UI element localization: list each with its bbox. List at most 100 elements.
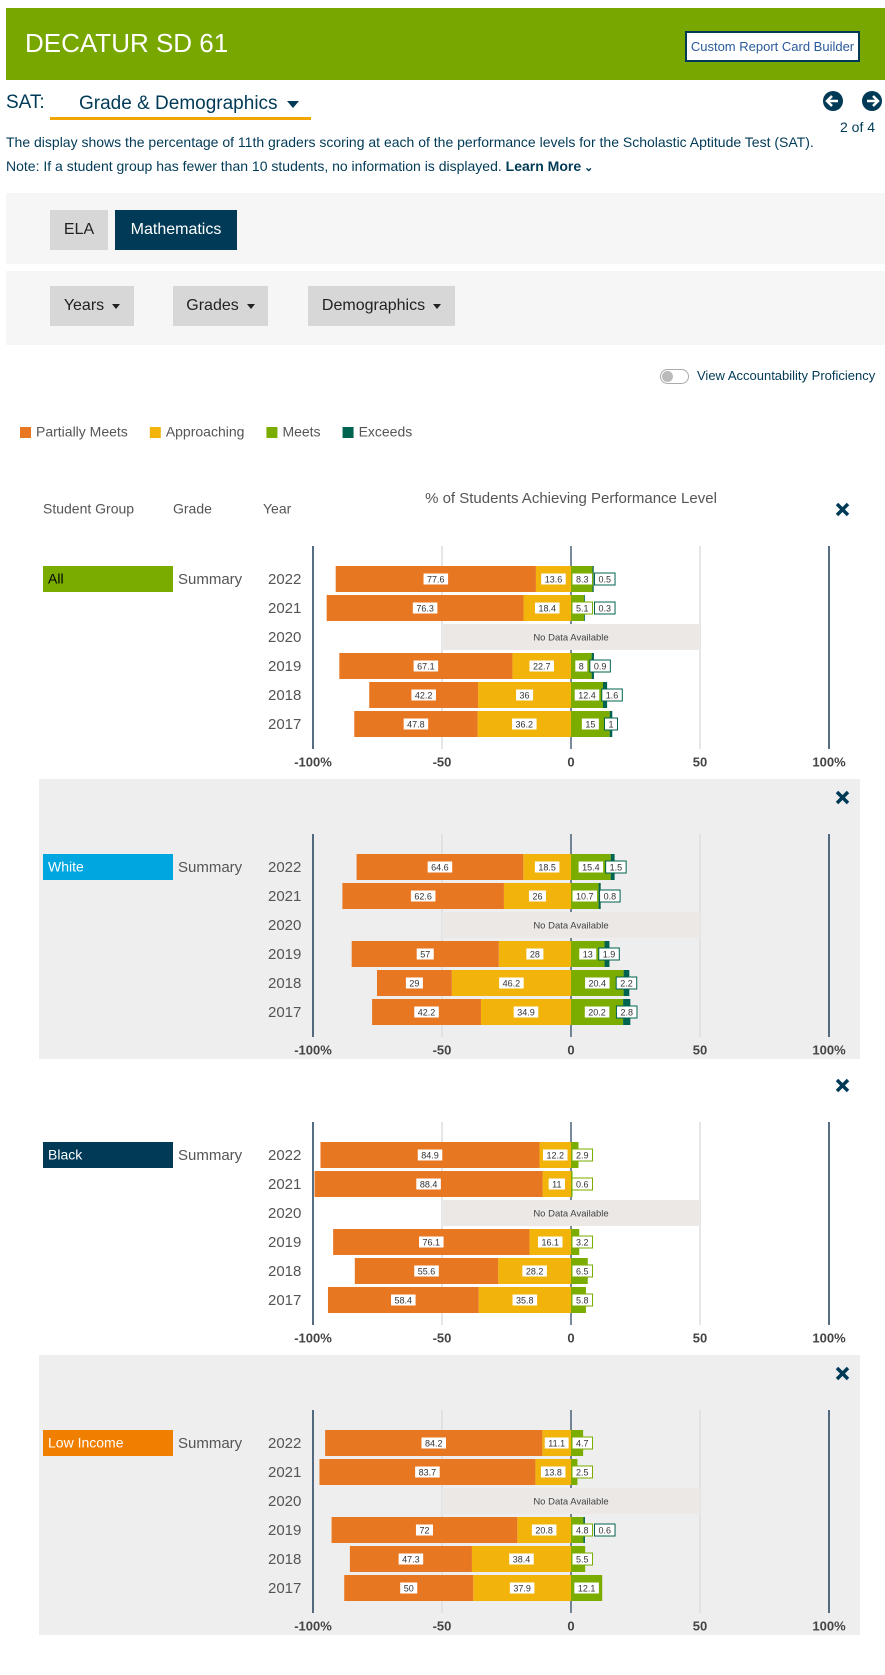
no-data-bg: [442, 912, 700, 938]
value-label: 67.1: [417, 661, 435, 671]
value-label-box: [402, 717, 430, 731]
nav-arrows[interactable]: [822, 90, 885, 114]
value-label-box: [573, 688, 601, 702]
close-icon: [835, 790, 850, 805]
x-tick-label: 50: [693, 754, 707, 769]
filter-label: Grades: [186, 297, 239, 314]
no-data-bg: [442, 624, 700, 650]
value-label-box: [571, 1293, 594, 1307]
value-label: 84.2: [425, 1438, 443, 1448]
value-label-box: [416, 1148, 444, 1162]
value-label: 11.1: [548, 1438, 565, 1448]
value-label: 37.9: [513, 1583, 531, 1593]
value-label-box: [528, 659, 555, 673]
bar-segment: [592, 566, 594, 592]
value-label-box: [533, 601, 561, 615]
grade-label: Summary: [178, 1435, 243, 1452]
value-label: 0.6: [599, 1525, 612, 1535]
selector-value[interactable]: Grade & Demographics: [79, 93, 278, 114]
value-label-box: [571, 889, 599, 903]
value-label: 84.9: [421, 1150, 439, 1160]
selector-label: SAT:: [6, 92, 45, 113]
value-label-box: [571, 1235, 594, 1249]
year-label: 2021: [268, 1464, 301, 1481]
value-label-box: [571, 1148, 594, 1162]
value-label-box: [540, 572, 567, 586]
value-label-box: [512, 1005, 540, 1019]
value-label: 2.2: [620, 978, 633, 988]
value-label-box: [571, 1552, 594, 1566]
value-label: 13.6: [545, 574, 563, 584]
value-label-box: [541, 1148, 569, 1162]
value-label: 0.5: [599, 574, 612, 584]
value-label-box: [573, 1581, 600, 1595]
year-label: 2019: [268, 1522, 301, 1539]
value-label: 36: [520, 690, 530, 700]
x-tick-label: -50: [433, 1330, 452, 1345]
value-label: 29: [409, 978, 419, 988]
value-label: 18.5: [538, 862, 556, 872]
year-label: 2022: [268, 859, 301, 876]
year-label: 2017: [268, 716, 301, 733]
dropdown-caret[interactable]: [287, 101, 299, 108]
filter-label: Years: [63, 297, 105, 314]
column-header: Student Group: [43, 501, 134, 517]
value-label-box: [594, 1523, 616, 1537]
chart-title: % of Students Achieving Performance Leve…: [425, 490, 717, 507]
value-label-box: [533, 860, 561, 874]
group-label-bg: [43, 854, 173, 880]
legend-label: Meets: [282, 424, 320, 440]
value-label-box: [594, 572, 616, 586]
value-label: 62.6: [414, 891, 432, 901]
value-label: 12.4: [578, 690, 596, 700]
value-label: 88.4: [420, 1179, 438, 1189]
value-label-box: [584, 976, 611, 990]
value-label: 18.4: [538, 603, 556, 613]
year-label: 2021: [268, 888, 301, 905]
district-title: DECATUR SD 61: [25, 28, 229, 58]
value-label-box: [390, 1293, 417, 1307]
value-label: 2.8: [620, 1007, 633, 1017]
learn-more[interactable]: Learn More: [505, 158, 582, 174]
value-label-box: [511, 1293, 539, 1307]
x-tick-label: 100%: [812, 1618, 846, 1633]
year-label: 2022: [268, 1435, 301, 1452]
group-label: Black: [48, 1147, 83, 1163]
legend-swatch: [20, 427, 31, 438]
value-label: 76.3: [416, 603, 434, 613]
filter-button[interactable]: Demographics: [308, 286, 455, 326]
legend-label: Exceeds: [359, 424, 413, 440]
value-label-box: [601, 688, 623, 702]
value-label: 2.5: [576, 1467, 589, 1477]
value-label-box: [605, 860, 627, 874]
year-label: 2017: [268, 1292, 301, 1309]
toggle-label: View Accountability Proficiency: [697, 368, 876, 383]
report-builder-button[interactable]: Custom Report Card Builder: [685, 31, 860, 62]
value-label: 0.8: [604, 891, 617, 901]
filter-button[interactable]: Grades: [173, 286, 268, 326]
value-label-box: [583, 1005, 611, 1019]
value-label: 42.2: [415, 690, 433, 700]
toggle[interactable]: [660, 369, 689, 384]
no-data-label: No Data Available: [533, 1209, 608, 1220]
filter-button[interactable]: Years: [50, 286, 134, 326]
value-label-box: [413, 1264, 440, 1278]
value-label: 1.9: [603, 949, 616, 959]
value-label: 0.6: [576, 1179, 589, 1189]
value-label-box: [411, 601, 439, 615]
subject-tab-active[interactable]: Mathematics: [115, 210, 237, 250]
value-label: 0.9: [594, 661, 607, 671]
value-label-box: [543, 1436, 570, 1450]
subject-tab[interactable]: ELA: [50, 210, 108, 250]
value-label: 58.4: [395, 1295, 413, 1305]
year-label: 2022: [268, 1147, 301, 1164]
value-label-box: [577, 860, 605, 874]
legend-swatch: [266, 427, 278, 438]
value-label-box: [578, 947, 598, 961]
value-label-box: [571, 1523, 594, 1537]
value-label: 8.3: [576, 574, 589, 584]
close-icon: [835, 1366, 850, 1381]
value-label: 28: [530, 949, 540, 959]
x-tick-label: 50: [693, 1618, 707, 1633]
